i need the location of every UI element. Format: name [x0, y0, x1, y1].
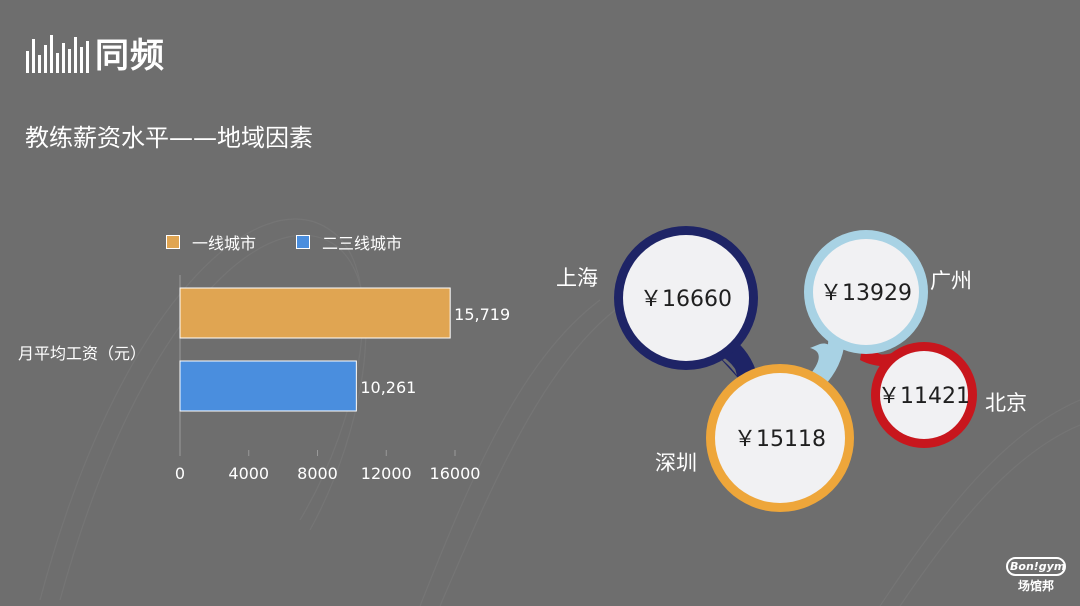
city-label-guangzhou: 广州	[930, 269, 972, 293]
bongym-logo-top: Bon!gym	[1006, 557, 1066, 576]
x-tick-label: 8000	[297, 464, 338, 483]
legend-label-tier2: 二三线城市	[322, 234, 403, 253]
y-axis-label: 月平均工资（元）	[18, 344, 147, 363]
legend-item-tier1: 一线城市	[166, 230, 256, 254]
x-tick-label: 16000	[430, 464, 481, 483]
logo-text: 同频	[95, 36, 165, 76]
bubble-inner-beijing	[880, 351, 968, 439]
page-title: 教练薪资水平——地域因素	[25, 124, 313, 152]
connector-blob-guangzhou	[812, 335, 845, 384]
bubble-inner-shanghai	[623, 235, 749, 361]
city-label-shanghai: 上海	[556, 266, 598, 290]
bar-tier2	[179, 360, 357, 412]
data-label-tier2: 10,261	[360, 378, 416, 397]
bubble-value-shenzhen: ￥15118	[734, 427, 826, 452]
legend-swatch-tier2	[296, 235, 311, 249]
bubble-value-shanghai: ￥16660	[640, 287, 732, 312]
x-tick-label: 12000	[361, 464, 412, 483]
x-tick-label: 0	[175, 464, 185, 483]
bongym-logo-bottom: 场馆邦	[1017, 579, 1054, 593]
bongym-logo: Bon!gym 场馆邦	[1006, 557, 1066, 594]
legend-swatch-tier1	[166, 235, 180, 249]
bubble-value-beijing: ￥11421	[878, 384, 970, 409]
bubble-value-guangzhou: ￥13929	[820, 281, 912, 306]
bar-tier1	[179, 287, 451, 339]
legend-label-tier1: 一线城市	[192, 234, 257, 253]
chart-legend: 一线城市 二三线城市	[166, 230, 402, 254]
bubble-inner-guangzhou	[813, 239, 919, 345]
city-label-shenzhen: 深圳	[655, 451, 697, 475]
bubble-inner-shenzhen	[715, 373, 845, 503]
logo-bars-icon	[26, 33, 89, 73]
data-label-tier1: 15,719	[454, 305, 510, 324]
city-label-beijing: 北京	[985, 391, 1027, 415]
brand-logo: 同频	[26, 28, 165, 77]
legend-item-tier2: 二三线城市	[296, 230, 402, 254]
x-tick-label: 4000	[228, 464, 269, 483]
